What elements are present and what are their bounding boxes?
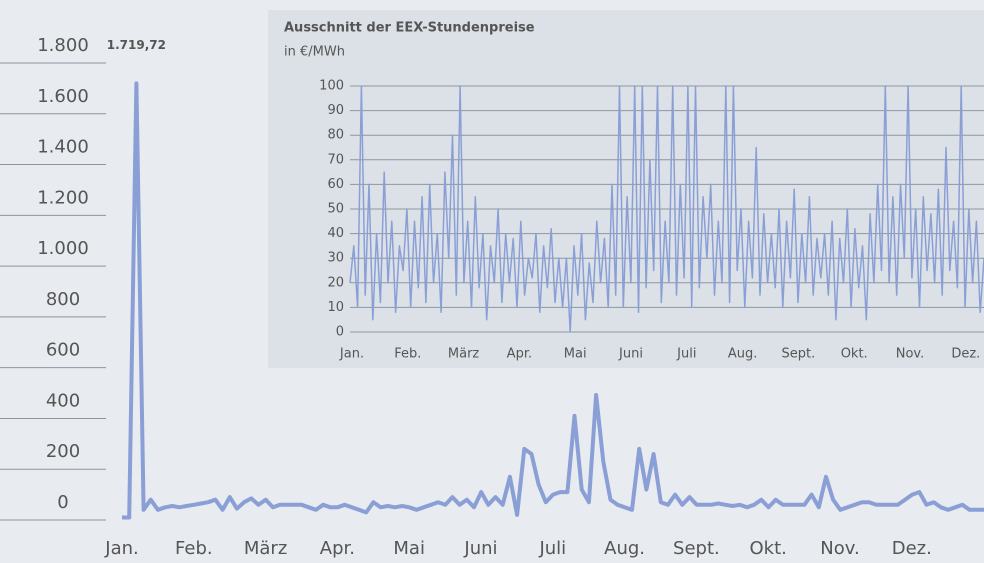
annotation: 1.719,72 xyxy=(107,38,166,52)
x-tick-label: Juni xyxy=(463,538,497,559)
x-tick-label: Sept. xyxy=(782,347,816,362)
x-tick-label: Aug. xyxy=(604,538,645,559)
y-tick-label: 60 xyxy=(327,177,344,192)
x-tick-label: Aug. xyxy=(728,347,758,362)
y-tick-label: 100 xyxy=(319,79,344,94)
x-tick-label: Jan. xyxy=(104,538,138,559)
x-tick-label: Juni xyxy=(618,347,643,362)
y-tick-label: 10 xyxy=(327,300,344,315)
x-tick-label: März xyxy=(448,347,480,362)
x-tick-label: Apr. xyxy=(507,347,532,362)
x-tick-label: Feb. xyxy=(175,538,213,559)
inset-title: Ausschnitt der EEX-Stundenpreise xyxy=(284,21,535,36)
x-tick-label: Dez. xyxy=(892,538,932,559)
x-tick-label: Nov. xyxy=(896,347,925,362)
x-tick-label: Apr. xyxy=(320,538,355,559)
y-tick-label: 90 xyxy=(327,103,344,118)
x-tick-label: Mai xyxy=(393,538,425,559)
x-tick-label: Mai xyxy=(564,347,587,362)
y-tick-label: 80 xyxy=(327,128,344,143)
y-tick-label: 40 xyxy=(327,226,344,241)
x-tick-label: Okt. xyxy=(750,538,787,559)
x-tick-label: Dez. xyxy=(951,347,980,362)
y-tick-label: 400 xyxy=(46,390,80,411)
inset-panel xyxy=(268,10,984,368)
y-tick-label: 1.200 xyxy=(37,187,89,208)
x-tick-label: Sept. xyxy=(673,538,720,559)
y-tick-label: 0 xyxy=(336,325,344,340)
x-tick-label: Okt. xyxy=(841,347,868,362)
y-tick-label: 70 xyxy=(327,152,344,167)
data-line xyxy=(122,81,984,520)
y-tick-label: 50 xyxy=(327,202,344,217)
y-tick-label: 1.000 xyxy=(37,238,89,259)
y-tick-label: 800 xyxy=(46,289,80,310)
y-tick-label: 20 xyxy=(327,275,344,290)
x-tick-label: März xyxy=(244,538,287,559)
y-tick-label: 30 xyxy=(327,251,344,266)
x-tick-label: Juli xyxy=(676,347,696,362)
data-line xyxy=(349,85,984,333)
inset-subtitle: in €/MWh xyxy=(284,45,345,60)
x-tick-label: Nov. xyxy=(820,538,859,559)
y-tick-label: 1.400 xyxy=(37,137,89,158)
y-tick-label: 1.800 xyxy=(37,35,89,56)
y-tick-label: 0 xyxy=(57,492,68,513)
y-tick-label: 1.600 xyxy=(37,86,89,107)
x-tick-label: Feb. xyxy=(394,347,421,362)
x-tick-label: Juli xyxy=(538,538,566,559)
x-tick-label: Jan. xyxy=(339,347,364,362)
y-tick-label: 600 xyxy=(46,340,80,361)
y-tick-label: 200 xyxy=(46,441,80,462)
